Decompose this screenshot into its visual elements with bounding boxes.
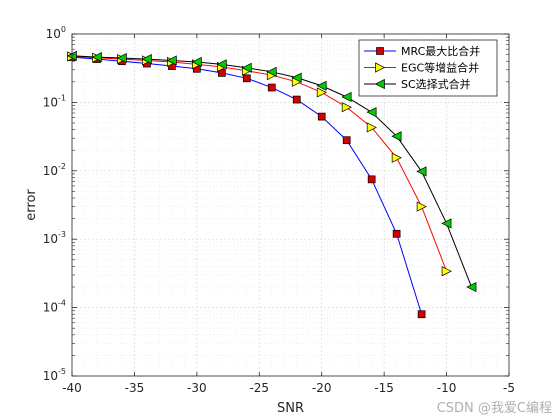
data-point bbox=[416, 166, 427, 177]
data-point bbox=[267, 83, 276, 92]
data-point bbox=[441, 218, 452, 229]
data-point bbox=[391, 131, 402, 142]
data-point bbox=[341, 102, 352, 113]
data-point bbox=[441, 266, 452, 277]
data-point bbox=[291, 72, 302, 83]
x-tick-label: -5 bbox=[503, 381, 515, 395]
y-tick-label: 10-1 bbox=[43, 93, 66, 109]
y-tick-label: 100 bbox=[46, 25, 66, 41]
y-tick-label: 10-3 bbox=[43, 230, 66, 246]
data-point bbox=[466, 281, 477, 293]
data-point bbox=[316, 87, 327, 98]
x-tick-label: -35 bbox=[125, 381, 145, 395]
legend-marker bbox=[376, 47, 384, 55]
legend-marker bbox=[375, 62, 386, 73]
data-point bbox=[366, 122, 377, 133]
data-point bbox=[166, 55, 177, 66]
x-tick-label: -40 bbox=[62, 381, 82, 395]
y-tick-label: 10-4 bbox=[43, 299, 66, 315]
data-point bbox=[391, 152, 402, 163]
data-point bbox=[191, 56, 202, 68]
data-point bbox=[292, 95, 301, 104]
data-point bbox=[417, 310, 426, 319]
legend-marker bbox=[374, 78, 385, 90]
data-point bbox=[366, 107, 377, 118]
data-point bbox=[342, 136, 351, 145]
legend-label: MRC最大比合并 bbox=[401, 44, 480, 58]
plot-frame bbox=[71, 33, 510, 377]
data-point bbox=[316, 80, 327, 91]
ticks: -40 -35 -30 -25 -20 -15 -10 -5 100 10-1 10-2 10-3 10… bbox=[43, 25, 515, 395]
data-point bbox=[216, 59, 227, 70]
x-tick-label: -30 bbox=[187, 381, 207, 395]
data-point bbox=[341, 91, 352, 103]
data-point bbox=[241, 62, 252, 73]
x-tick-label: -15 bbox=[374, 381, 394, 395]
x-tick-label: -20 bbox=[312, 381, 332, 395]
data-point bbox=[266, 66, 277, 77]
legend-label: EGC等增益合并 bbox=[401, 61, 479, 75]
y-axis-label: error bbox=[24, 189, 39, 221]
data-point bbox=[91, 52, 102, 63]
data-point bbox=[392, 229, 401, 238]
y-tick-label: 10-5 bbox=[43, 367, 66, 383]
series-layer bbox=[66, 50, 477, 319]
data-point bbox=[367, 175, 376, 184]
series-line bbox=[71, 55, 448, 272]
data-point bbox=[116, 52, 127, 64]
data-point bbox=[416, 201, 427, 212]
legend-label: SC选择式合并 bbox=[401, 77, 471, 91]
watermark: CSDN @我爱C编程 bbox=[436, 401, 552, 416]
x-tick-label: -10 bbox=[437, 381, 457, 395]
x-tick-label: -25 bbox=[249, 381, 269, 395]
data-point bbox=[242, 74, 251, 83]
legend: MRC最大比合并 EGC等增益合并 SC选择式合并 bbox=[358, 39, 498, 97]
data-point bbox=[317, 112, 326, 121]
y-tick-label: 10-2 bbox=[43, 162, 66, 178]
data-point bbox=[141, 54, 152, 65]
x-axis-label: SNR bbox=[277, 401, 304, 416]
